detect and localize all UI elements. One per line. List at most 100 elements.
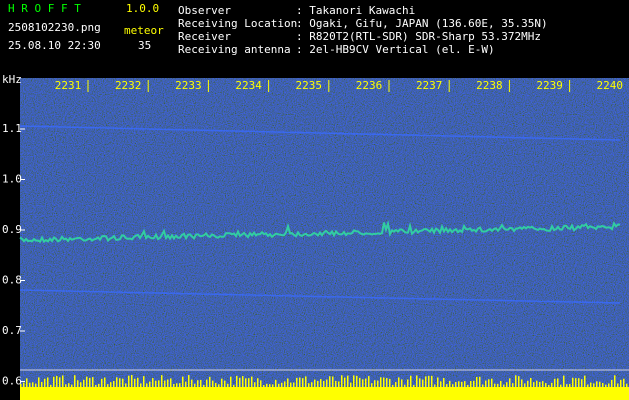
level-spike	[287, 378, 289, 387]
level-spike	[299, 377, 301, 387]
level-spike	[440, 381, 442, 387]
level-spike	[338, 381, 340, 387]
x-tick-label: 2231	[55, 79, 82, 92]
level-spike	[236, 375, 238, 387]
level-spike	[473, 380, 475, 387]
spectrogram-noise	[20, 78, 629, 400]
field-label: Receiving antenna	[178, 43, 291, 56]
y-unit: kHz	[2, 73, 22, 86]
field-label: Observer	[178, 4, 231, 17]
level-spike	[605, 384, 607, 387]
level-spike	[368, 376, 370, 387]
filename: 2508102230.png	[8, 21, 101, 34]
level-spike	[515, 375, 517, 387]
level-spike	[50, 384, 52, 387]
level-spike	[200, 379, 202, 387]
level-spike	[407, 379, 409, 387]
level-spike	[413, 384, 415, 387]
x-tick-label: 2233	[175, 79, 202, 92]
level-spike	[560, 384, 562, 387]
level-spike	[608, 383, 610, 387]
level-spike	[185, 381, 187, 387]
level-spike	[626, 383, 628, 387]
app-title: H R O F F T	[8, 2, 81, 15]
level-spike	[458, 381, 460, 387]
level-spike	[497, 383, 499, 387]
level-spike	[74, 375, 76, 387]
x-tick-label: 2234	[235, 79, 262, 92]
level-spike	[434, 384, 436, 387]
level-spike	[215, 382, 217, 387]
level-spike	[122, 378, 124, 387]
level-spike	[329, 376, 331, 387]
level-spike	[116, 377, 118, 387]
level-spike	[428, 375, 430, 387]
level-spike	[455, 381, 457, 387]
level-spike	[443, 378, 445, 387]
level-spike	[422, 379, 424, 387]
level-spike	[41, 381, 43, 387]
level-spike	[278, 383, 280, 387]
level-spike	[224, 380, 226, 387]
level-spike	[254, 382, 256, 387]
level-spike	[86, 376, 88, 387]
level-spike	[272, 384, 274, 387]
signal-trace	[19, 219, 621, 244]
level-spike	[149, 381, 151, 387]
level-spike	[146, 383, 148, 387]
level-spike	[386, 378, 388, 387]
level-spike	[470, 381, 472, 387]
level-spike	[209, 376, 211, 387]
level-spike	[233, 384, 235, 387]
x-tick-label: 2240	[597, 79, 624, 92]
level-spike	[161, 375, 163, 387]
level-bar	[20, 387, 629, 400]
level-spike	[488, 379, 490, 387]
level-spike	[461, 381, 463, 387]
level-spike	[521, 379, 523, 387]
level-spike	[350, 382, 352, 387]
level-spike	[230, 376, 232, 387]
level-spike	[119, 378, 121, 387]
level-spike	[335, 380, 337, 387]
level-spike	[296, 377, 298, 387]
level-spike	[188, 375, 190, 387]
level-spike	[524, 383, 526, 387]
level-spike	[449, 380, 451, 387]
level-spike	[128, 375, 130, 387]
count-label: meteor	[124, 24, 164, 37]
level-spike	[281, 382, 283, 387]
level-spike	[44, 378, 46, 387]
field-label: Receiver	[178, 30, 231, 43]
level-spike	[416, 375, 418, 387]
field-label: Receiving Location	[178, 17, 297, 30]
level-spike	[176, 383, 178, 387]
level-spike	[155, 380, 157, 387]
level-spike	[251, 376, 253, 387]
level-spike	[218, 384, 220, 387]
level-spike	[464, 381, 466, 387]
level-spike	[539, 381, 541, 387]
level-spike	[77, 380, 79, 387]
level-spike	[65, 384, 67, 387]
level-spike	[479, 376, 481, 387]
level-spike	[317, 380, 319, 387]
level-spike	[437, 377, 439, 387]
level-spike	[482, 384, 484, 387]
level-spike	[101, 378, 103, 387]
level-spike	[170, 378, 172, 387]
level-spike	[137, 377, 139, 387]
level-spike	[38, 377, 40, 387]
level-spike	[227, 383, 229, 387]
level-spike	[89, 377, 91, 387]
level-spike	[365, 378, 367, 387]
level-spike	[431, 375, 433, 387]
level-spike	[95, 384, 97, 387]
level-spike	[359, 377, 361, 387]
level-spike	[401, 379, 403, 387]
level-spike	[518, 376, 520, 387]
level-spike	[410, 375, 412, 387]
level-spike	[56, 375, 58, 387]
level-spike	[614, 375, 616, 387]
